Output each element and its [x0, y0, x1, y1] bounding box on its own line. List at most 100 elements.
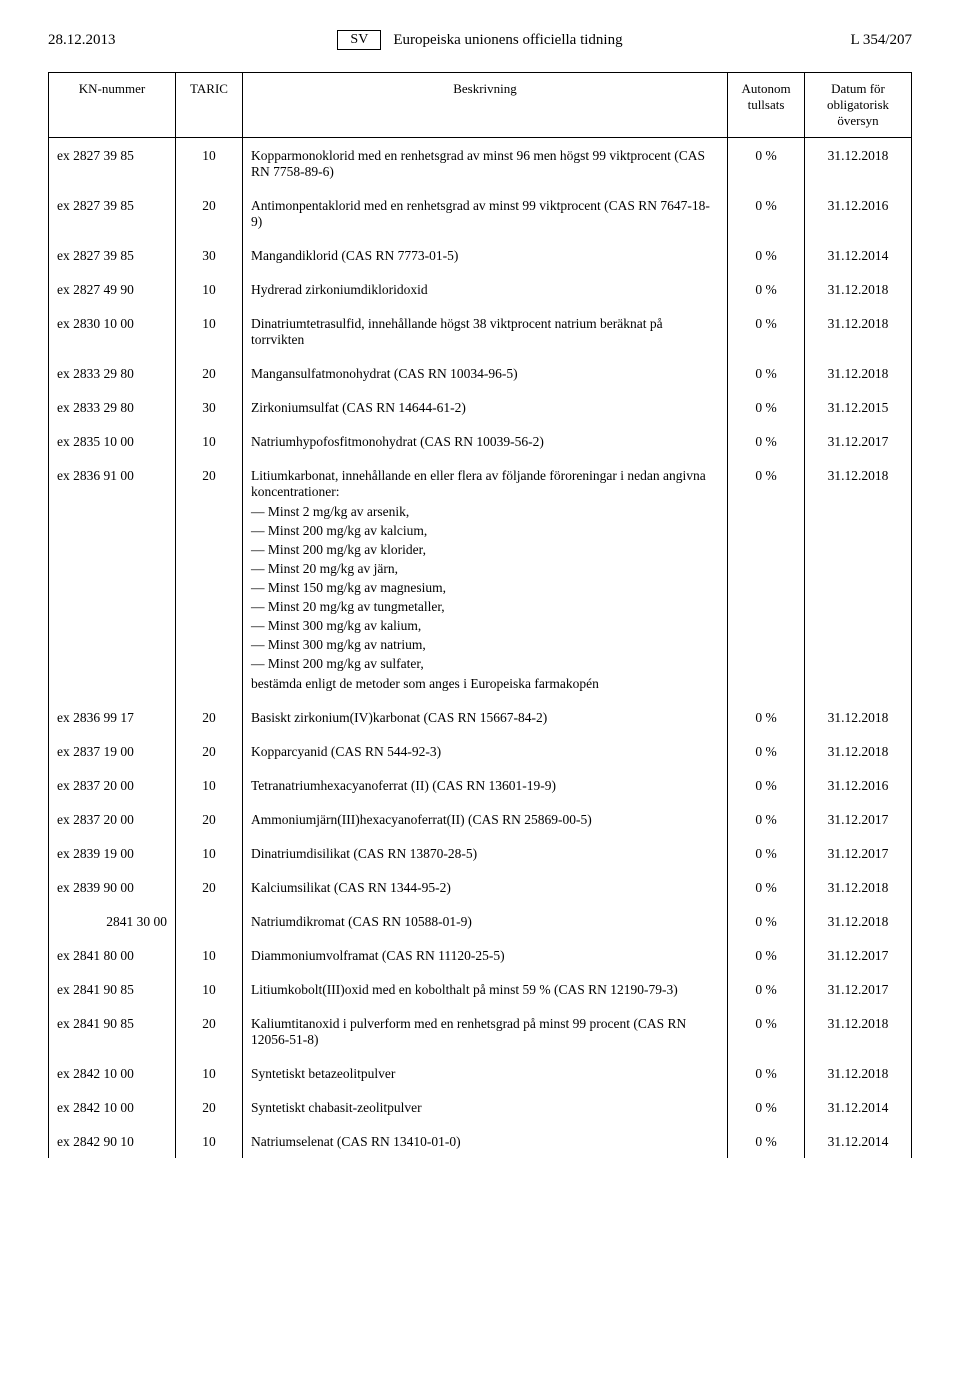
- desc-text: Ammoniumjärn(III)hexacyanoferrat(II) (CA…: [251, 812, 592, 827]
- desc-text: Natriumhypofosfitmonohydrat (CAS RN 1003…: [251, 434, 544, 449]
- table-row: ex 2839 90 0020Kalciumsilikat (CAS RN 13…: [49, 870, 912, 904]
- cell-date: 31.12.2017: [805, 802, 912, 836]
- table-row: ex 2835 10 0010Natriumhypofosfitmonohydr…: [49, 424, 912, 458]
- desc-text: Tetranatriumhexacyanoferrat (II) (CAS RN…: [251, 778, 556, 793]
- cell-duty: 0 %: [728, 238, 805, 272]
- cell-duty: 0 %: [728, 1006, 805, 1056]
- table-row: ex 2841 90 8510Litiumkobolt(III)oxid med…: [49, 972, 912, 1006]
- cell-desc: Mangansulfatmonohydrat (CAS RN 10034-96-…: [243, 356, 728, 390]
- header-center: SV Europeiska unionens officiella tidnin…: [264, 30, 696, 50]
- cell-date: 31.12.2017: [805, 938, 912, 972]
- cell-date: 31.12.2014: [805, 1090, 912, 1124]
- cell-desc: Antimonpentaklorid med en renhetsgrad av…: [243, 188, 728, 238]
- desc-text: Natriumdikromat (CAS RN 10588-01-9): [251, 914, 472, 929]
- desc-subitem: Minst 200 mg/kg av kalcium,: [251, 523, 719, 539]
- desc-tail: bestämda enligt de metoder som anges i E…: [251, 676, 719, 692]
- cell-taric: 10: [176, 1124, 243, 1158]
- desc-subitem: Minst 300 mg/kg av kalium,: [251, 618, 719, 634]
- cell-duty: 0 %: [728, 188, 805, 238]
- tariff-table: KN-nummer TARIC Beskrivning Autonom tull…: [48, 72, 912, 1158]
- cell-kn: ex 2837 20 00: [49, 768, 176, 802]
- desc-text: Dinatriumtetrasulfid, innehållande högst…: [251, 316, 663, 347]
- header-date: 28.12.2013: [48, 32, 264, 49]
- desc-text: Syntetiskt chabasit-zeolitpulver: [251, 1100, 422, 1115]
- cell-date: 31.12.2018: [805, 306, 912, 356]
- journal-title: Europeiska unionens officiella tidning: [393, 32, 622, 49]
- cell-kn: ex 2837 20 00: [49, 802, 176, 836]
- cell-date: 31.12.2018: [805, 458, 912, 700]
- page-ref: L 354/207: [696, 32, 912, 49]
- col-kn: KN-nummer: [49, 73, 176, 138]
- cell-taric: 10: [176, 836, 243, 870]
- cell-duty: 0 %: [728, 1124, 805, 1158]
- cell-date: 31.12.2017: [805, 972, 912, 1006]
- cell-desc: Mangandiklorid (CAS RN 7773-01-5): [243, 238, 728, 272]
- desc-text: Kaliumtitanoxid i pulverform med en renh…: [251, 1016, 686, 1047]
- cell-kn: ex 2835 10 00: [49, 424, 176, 458]
- cell-taric: 10: [176, 138, 243, 189]
- cell-date: 31.12.2018: [805, 870, 912, 904]
- cell-duty: 0 %: [728, 768, 805, 802]
- table-row: ex 2839 19 0010Dinatriumdisilikat (CAS R…: [49, 836, 912, 870]
- cell-kn: ex 2842 90 10: [49, 1124, 176, 1158]
- cell-duty: 0 %: [728, 1090, 805, 1124]
- cell-desc: Natriumhypofosfitmonohydrat (CAS RN 1003…: [243, 424, 728, 458]
- table-row: ex 2833 29 8030Zirkoniumsulfat (CAS RN 1…: [49, 390, 912, 424]
- page-header: 28.12.2013 SV Europeiska unionens offici…: [48, 30, 912, 50]
- cell-duty: 0 %: [728, 272, 805, 306]
- cell-duty: 0 %: [728, 458, 805, 700]
- table-row: ex 2827 39 8520Antimonpentaklorid med en…: [49, 188, 912, 238]
- cell-desc: Diammoniumvolframat (CAS RN 11120-25-5): [243, 938, 728, 972]
- cell-desc: Kopparmonoklorid med en renhetsgrad av m…: [243, 138, 728, 189]
- table-row: ex 2842 90 1010Natriumselenat (CAS RN 13…: [49, 1124, 912, 1158]
- col-taric: TARIC: [176, 73, 243, 138]
- cell-kn: ex 2841 90 85: [49, 972, 176, 1006]
- cell-date: 31.12.2014: [805, 1124, 912, 1158]
- col-review: Datum för obligatorisk översyn: [805, 73, 912, 138]
- table-row: ex 2833 29 8020Mangansulfatmonohydrat (C…: [49, 356, 912, 390]
- cell-taric: 20: [176, 458, 243, 700]
- cell-kn: ex 2830 10 00: [49, 306, 176, 356]
- cell-taric: 20: [176, 700, 243, 734]
- cell-taric: 10: [176, 272, 243, 306]
- cell-kn: ex 2827 39 85: [49, 138, 176, 189]
- desc-text: Litiumkarbonat, innehållande en eller fl…: [251, 468, 706, 499]
- desc-text: Hydrerad zirkoniumdikloridoxid: [251, 282, 428, 297]
- cell-date: 31.12.2018: [805, 138, 912, 189]
- cell-date: 31.12.2015: [805, 390, 912, 424]
- cell-kn: ex 2841 80 00: [49, 938, 176, 972]
- cell-taric: 20: [176, 1006, 243, 1056]
- cell-date: 31.12.2018: [805, 1006, 912, 1056]
- cell-duty: 0 %: [728, 938, 805, 972]
- cell-duty: 0 %: [728, 904, 805, 938]
- table-header-row: KN-nummer TARIC Beskrivning Autonom tull…: [49, 73, 912, 138]
- cell-kn: ex 2827 39 85: [49, 188, 176, 238]
- cell-kn: ex 2833 29 80: [49, 356, 176, 390]
- col-desc: Beskrivning: [243, 73, 728, 138]
- cell-kn: ex 2839 90 00: [49, 870, 176, 904]
- desc-text: Basiskt zirkonium(IV)karbonat (CAS RN 15…: [251, 710, 547, 725]
- desc-subitem: Minst 300 mg/kg av natrium,: [251, 637, 719, 653]
- cell-taric: 10: [176, 1056, 243, 1090]
- cell-taric: 10: [176, 306, 243, 356]
- cell-date: 31.12.2017: [805, 424, 912, 458]
- cell-desc: Hydrerad zirkoniumdikloridoxid: [243, 272, 728, 306]
- desc-subitem: Minst 2 mg/kg av arsenik,: [251, 504, 719, 520]
- cell-desc: Dinatriumdisilikat (CAS RN 13870-28-5): [243, 836, 728, 870]
- desc-text: Mangandiklorid (CAS RN 7773-01-5): [251, 248, 458, 263]
- cell-date: 31.12.2018: [805, 356, 912, 390]
- desc-subitem: Minst 150 mg/kg av magnesium,: [251, 580, 719, 596]
- cell-duty: 0 %: [728, 734, 805, 768]
- table-row: ex 2841 80 0010Diammoniumvolframat (CAS …: [49, 938, 912, 972]
- cell-taric: [176, 904, 243, 938]
- cell-desc: Litiumkobolt(III)oxid med en kobolthalt …: [243, 972, 728, 1006]
- cell-kn: ex 2836 91 00: [49, 458, 176, 700]
- table-row: ex 2842 10 0020Syntetiskt chabasit-zeoli…: [49, 1090, 912, 1124]
- table-row: ex 2830 10 0010 Dinatriumtetrasulfid, inn…: [49, 306, 912, 356]
- desc-subitem: Minst 200 mg/kg av klorider,: [251, 542, 719, 558]
- cell-kn: ex 2842 10 00: [49, 1090, 176, 1124]
- cell-duty: 0 %: [728, 802, 805, 836]
- desc-text: Kopparmonoklorid med en renhetsgrad av m…: [251, 148, 705, 179]
- cell-desc: Kaliumtitanoxid i pulverform med en renh…: [243, 1006, 728, 1056]
- desc-subitem: Minst 20 mg/kg av järn,: [251, 561, 719, 577]
